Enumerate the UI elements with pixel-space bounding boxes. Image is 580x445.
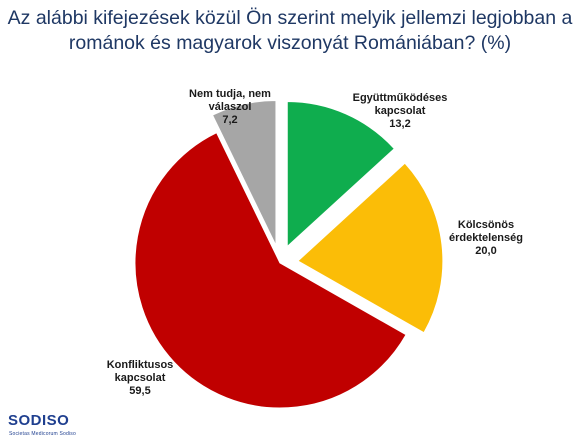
pie-slice-egyuttmukodeses — [286, 101, 395, 248]
slice-value-nem-tudja: 7,2 — [222, 114, 238, 126]
slice-label-egyuttmukodeses-line-1: Együttműködéses — [352, 92, 448, 104]
slice-label-nem-tudja-line-1: Nem tudja, nem — [189, 88, 271, 100]
pie-slice-konfliktusos — [134, 131, 407, 409]
slice-value-egyuttmukodeses: 13,2 — [389, 118, 411, 130]
pie-slice-kolcsonos — [297, 162, 444, 334]
slice-label-konfliktusos-line-1: Konfliktusos — [106, 359, 174, 371]
slice-label-kolcsonos-line-1: Kölcsönös — [457, 219, 515, 231]
pie-slice-nem-tudja — [211, 99, 277, 246]
slice-label-kolcsonos: Kölcsönös érdektelenség 20,0 — [426, 219, 546, 258]
slice-label-nem-tudja-line-2: válaszol — [208, 101, 252, 113]
sodiso-logo-tagline: Societas Medicorum Sodiso — [9, 431, 76, 437]
slice-label-egyuttmukodeses: Együttműködéses kapcsolat 13,2 — [335, 92, 465, 131]
slice-label-konfliktusos: Konfliktusos kapcsolat 59,5 — [90, 359, 190, 398]
slice-value-konfliktusos: 59,5 — [129, 385, 151, 397]
chart-title-line-2: románok és magyarok viszonyát Romániában… — [68, 32, 512, 54]
chart-title: Az alábbi kifejezések közül Ön szerint m… — [0, 6, 580, 56]
slice-label-kolcsonos-line-2: érdektelenség — [449, 232, 523, 244]
slice-value-kolcsonos: 20,0 — [475, 245, 497, 257]
slice-label-konfliktusos-line-2: kapcsolat — [114, 372, 166, 384]
slice-label-egyuttmukodeses-line-2: kapcsolat — [374, 105, 426, 117]
slice-label-nem-tudja: Nem tudja, nem válaszol 7,2 — [170, 88, 290, 127]
sodiso-logo: SODISO — [8, 412, 70, 429]
chart-title-line-1: Az alábbi kifejezések közül Ön szerint m… — [7, 7, 573, 29]
